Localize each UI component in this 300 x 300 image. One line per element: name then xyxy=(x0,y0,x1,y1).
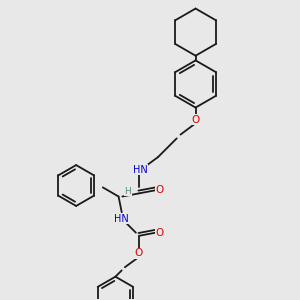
Text: O: O xyxy=(155,228,164,238)
Text: O: O xyxy=(135,248,143,258)
Text: H: H xyxy=(124,187,131,196)
Text: HN: HN xyxy=(133,165,148,175)
Text: O: O xyxy=(191,115,200,124)
Text: O: O xyxy=(155,185,164,195)
Text: HN: HN xyxy=(114,214,129,224)
